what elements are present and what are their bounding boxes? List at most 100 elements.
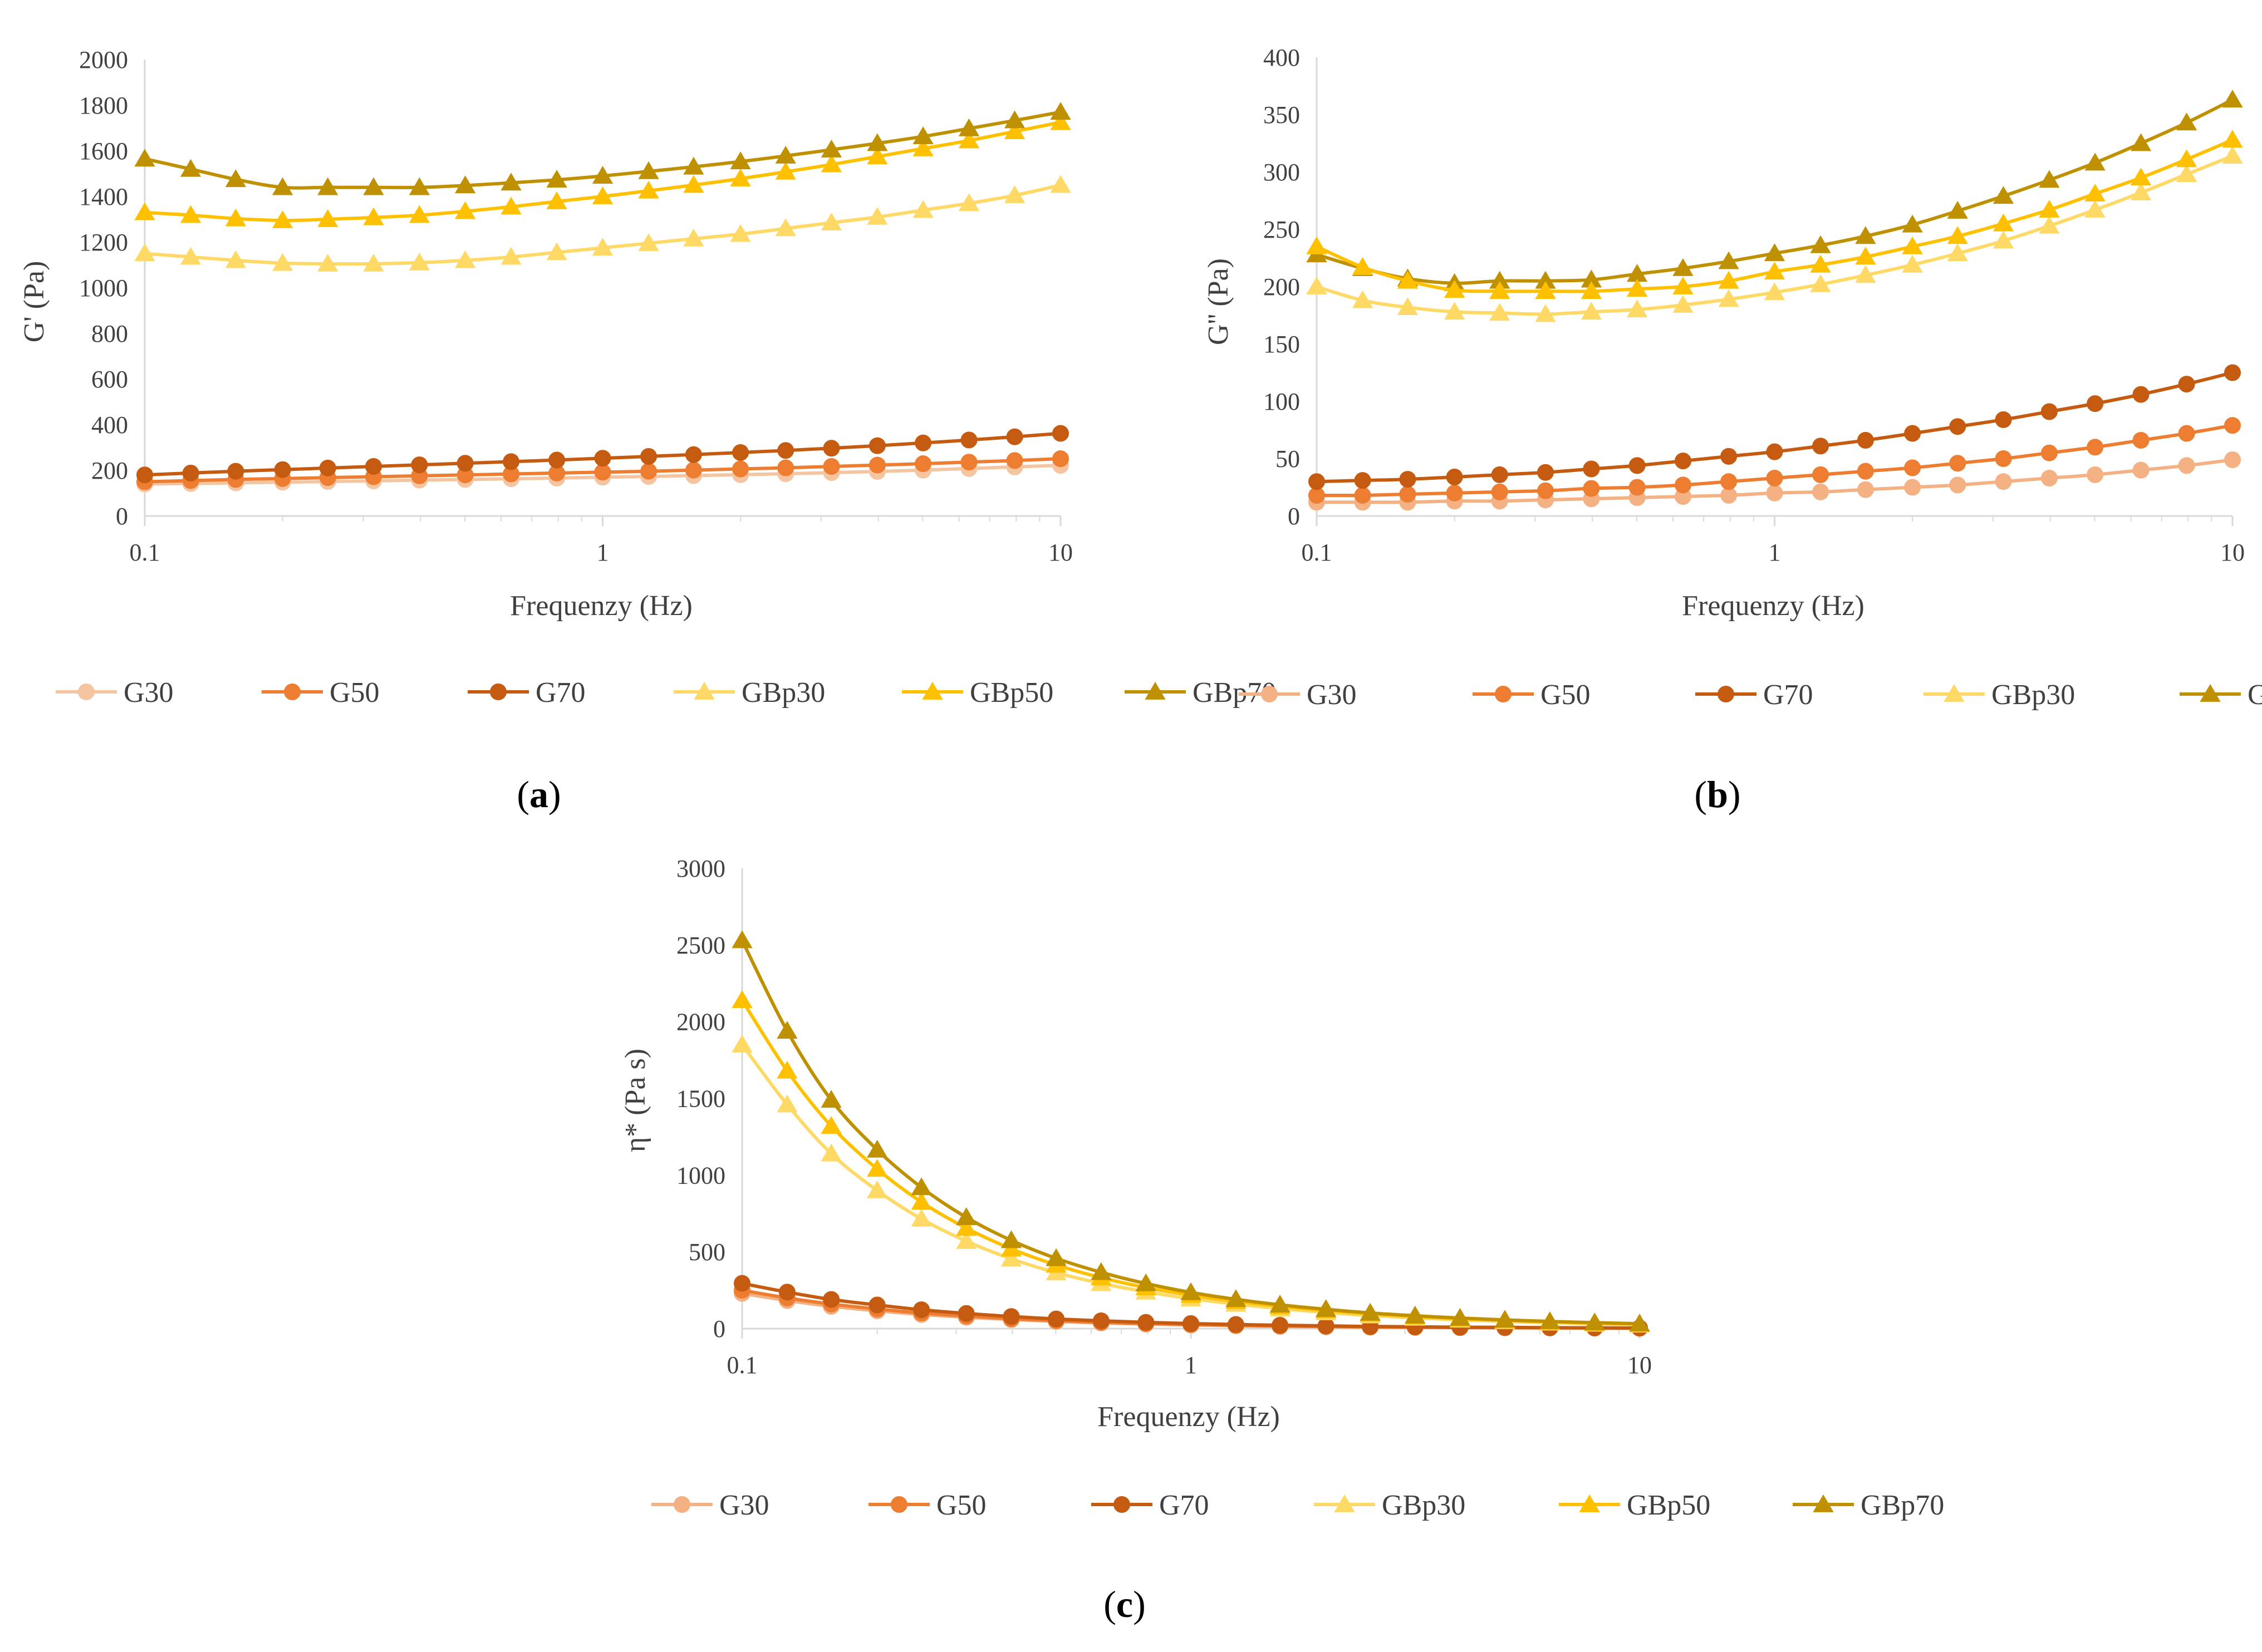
data-point-GBp30-a <box>180 247 202 265</box>
data-point-G50-b <box>1583 480 1600 497</box>
data-point-GBp70-a <box>912 126 934 145</box>
data-point-G50-a <box>823 458 840 475</box>
data-point-G70-a <box>732 444 749 461</box>
data-point-GBp50-b <box>2039 170 2060 188</box>
legend-label-GBp50: GBp50 <box>1627 1489 1710 1521</box>
data-point-GBp30-c <box>866 1180 888 1198</box>
y-tick-label-b: 200 <box>1263 273 1300 301</box>
data-point-GBp50-b <box>1672 258 1694 276</box>
data-point-G70-a <box>182 464 199 481</box>
data-point-GBp30-c <box>911 1208 932 1227</box>
data-point-GBp30-c <box>1000 1248 1022 1267</box>
data-point-G50-a <box>960 454 978 471</box>
data-point-G50-b <box>1354 486 1371 504</box>
series-G70-a <box>136 425 1069 484</box>
data-point-G70-c <box>734 1275 750 1292</box>
data-point-GBp70-c <box>866 1139 888 1158</box>
data-point-GBp30-b <box>1306 276 1327 294</box>
data-point-G50-b <box>1857 463 1874 480</box>
data-point-GBp50-c <box>777 1060 798 1079</box>
data-point-GBp30-b <box>1626 299 1648 318</box>
data-point-GBp70-c <box>1000 1230 1022 1248</box>
data-point-G70-a <box>136 466 153 484</box>
data-point-G70-b <box>1354 472 1371 489</box>
data-point-G70-b <box>2087 395 2104 412</box>
data-point-GBp70-a <box>134 149 155 167</box>
data-point-GBp70-c <box>911 1177 932 1196</box>
data-point-G30-b <box>2040 470 2058 487</box>
data-point-G50-a <box>640 463 657 480</box>
data-point-G70-c <box>1182 1315 1199 1332</box>
y-axis-title-c: η* (Pa s) <box>620 1049 651 1152</box>
data-point-G70-b <box>1995 411 2012 428</box>
y-tick-label-a: 1000 <box>79 274 128 302</box>
data-point-GBp30-b <box>1810 274 1831 292</box>
panel-caption-a: (a) <box>517 773 561 815</box>
series-GBp70-c <box>732 930 1650 1332</box>
data-point-G50-b <box>1812 466 1829 483</box>
data-point-G70-b <box>1446 468 1463 485</box>
data-point-GBp70-c <box>1360 1302 1381 1321</box>
legend-label-GBp50: GBp50 <box>2248 679 2262 711</box>
data-point-GBp30-a <box>501 247 522 265</box>
data-point-GBp30-b <box>1352 290 1373 308</box>
data-point-GBp70-b <box>1993 213 2014 232</box>
data-point-GBp70-b <box>1489 281 1510 299</box>
y-tick-label-a: 1600 <box>79 137 128 165</box>
data-point-GBp70-a <box>546 169 567 188</box>
data-point-GBp50-b <box>1902 214 1923 233</box>
data-point-G50-b <box>1995 450 2012 467</box>
data-point-GBp30-b <box>2039 215 2060 234</box>
data-point-GBp70-a <box>683 156 704 175</box>
legend-label-GBp30: GBp30 <box>1991 679 2075 711</box>
data-point-GBp50-b <box>1855 226 1876 244</box>
legend-item-GBp70-c: GBp70 <box>1793 1489 1944 1521</box>
data-point-GBp50-c <box>821 1116 842 1134</box>
data-point-GBp50-a <box>958 130 980 149</box>
data-point-GBp30-a <box>134 243 155 262</box>
data-point-GBp30-a <box>821 213 842 231</box>
data-point-G70-c <box>1048 1310 1065 1328</box>
data-point-GBp50-b <box>1947 200 1968 219</box>
data-point-G50-b <box>1949 455 1966 472</box>
legend-marker-G50 <box>284 684 301 700</box>
data-point-G50-b <box>1675 476 1692 494</box>
legend-a: G30 G50 G70 GBp30 GBp50 GBp70 <box>56 677 1276 709</box>
data-point-GBp70-b <box>1947 226 1968 244</box>
data-point-GBp70-c <box>1539 1311 1561 1329</box>
legend-marker-GBp30 <box>1944 684 1965 702</box>
series-G70-b <box>1308 364 2241 490</box>
data-point-GBp70-b <box>2222 130 2243 148</box>
data-point-GBp50-a <box>1050 112 1071 130</box>
data-point-G70-b <box>1308 473 1325 490</box>
data-point-GBp30-b <box>1947 243 1968 262</box>
data-point-GBp70-b <box>1855 247 1876 265</box>
data-point-G70-a <box>777 442 794 459</box>
data-point-GBp70-a <box>409 177 430 195</box>
data-point-G30-b <box>1857 481 1874 498</box>
data-point-G70-a <box>823 440 840 457</box>
y-tick-label-b: 250 <box>1263 216 1300 243</box>
data-point-GBp70-a <box>180 159 202 177</box>
y-tick-label-b: 50 <box>1275 445 1300 473</box>
legend-item-GBp30-a: GBp30 <box>674 677 825 709</box>
data-point-GBp30-b <box>1672 294 1694 313</box>
data-point-GBp70-b <box>2176 149 2197 168</box>
data-point-GBp50-a <box>225 208 247 227</box>
x-tick-label-a: 10 <box>1048 539 1073 566</box>
data-point-GBp50-a <box>317 209 338 227</box>
data-point-GBp30-a <box>1050 175 1071 193</box>
data-point-GBp70-c <box>1584 1312 1605 1331</box>
data-point-GBp70-a <box>454 175 476 194</box>
data-point-G50-a <box>869 456 886 474</box>
legend-item-G30-a: G30 <box>56 677 174 709</box>
data-point-GBp30-a <box>454 250 476 268</box>
data-point-GBp50-a <box>775 161 796 180</box>
data-point-GBp70-a <box>638 161 659 179</box>
data-point-G70-a <box>869 437 886 454</box>
data-point-GBp30-b <box>1489 303 1510 321</box>
y-tick-label-a: 0 <box>116 503 128 530</box>
chart-panel-a: 0 200 400 600 800 1000 1200 1400 1600 1800 2000 0.1… <box>18 46 1276 815</box>
legend-label-GBp70: GBp70 <box>1861 1489 1944 1521</box>
data-point-G70-a <box>503 453 520 470</box>
